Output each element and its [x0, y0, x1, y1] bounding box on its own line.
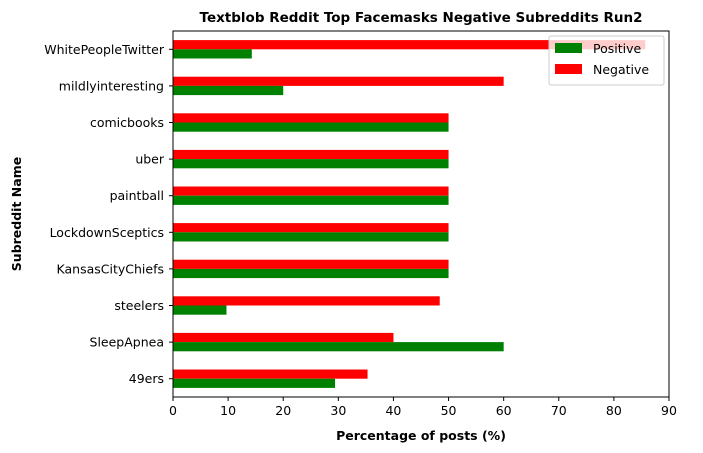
bar-negative-6: [173, 259, 449, 269]
x-tick-label: 20: [275, 403, 291, 418]
legend-label-negative: Negative: [593, 62, 649, 77]
bar-negative-3: [173, 149, 449, 160]
legend-swatch-negative: [555, 64, 582, 74]
x-axis-title: Percentage of posts (%): [336, 428, 506, 443]
x-axis-ticks: 0 10 20 30 40 50 60 70 80 90: [169, 397, 677, 418]
bar-negative-0: [173, 40, 646, 50]
bar-negative-1: [173, 76, 504, 86]
bar-negative-8: [173, 332, 394, 343]
bar-positive-6: [173, 268, 449, 279]
x-tick-label: 90: [661, 403, 677, 418]
bars-group: [173, 40, 646, 388]
bar-positive-0: [173, 49, 252, 59]
y-tick-label: uber: [135, 152, 165, 167]
x-tick-label: 30: [330, 403, 346, 418]
y-tick-label: 49ers: [129, 371, 164, 386]
bar-negative-2: [173, 113, 449, 123]
legend-label-positive: Positive: [593, 41, 641, 56]
legend: Positive Negative: [548, 35, 665, 86]
bar-negative-7: [173, 296, 440, 306]
bar-positive-3: [173, 159, 449, 169]
x-tick-label: 70: [551, 403, 567, 418]
y-tick-label: steelers: [114, 298, 164, 313]
bar-negative-4: [173, 186, 449, 196]
y-tick-label: LockdownSceptics: [50, 225, 164, 240]
x-tick-label: 40: [385, 403, 401, 418]
plot-frame: [172, 30, 670, 398]
bar-positive-8: [173, 342, 504, 352]
bar-positive-1: [173, 85, 284, 96]
bar-negative-5: [173, 223, 449, 233]
bar-positive-5: [173, 232, 449, 242]
y-tick-label: paintball: [110, 188, 164, 203]
y-axis-ticks: WhitePeopleTwitter mildlyinteresting comic…: [44, 42, 173, 386]
x-tick-label: 50: [441, 403, 457, 418]
x-tick-label: 80: [606, 403, 622, 418]
bar-positive-7: [173, 305, 227, 315]
y-tick-label: SleepApnea: [90, 335, 164, 350]
bar-positive-2: [173, 122, 449, 132]
x-tick-label: 10: [220, 403, 236, 418]
y-tick-label: KansasCityChiefs: [57, 261, 164, 276]
y-axis-title: Subreddit Name: [9, 157, 24, 271]
legend-swatch-positive: [555, 43, 582, 53]
bar-negative-9: [173, 369, 368, 379]
y-tick-label: mildlyinteresting: [59, 78, 164, 93]
y-tick-label: WhitePeopleTwitter: [44, 42, 165, 57]
x-tick-label: 0: [169, 403, 177, 418]
chart-title: Textblob Reddit Top Facemasks Negative S…: [200, 10, 643, 26]
x-tick-label: 60: [496, 403, 512, 418]
y-tick-label: comicbooks: [90, 115, 164, 130]
bar-positive-9: [173, 378, 336, 388]
bar-positive-4: [173, 195, 449, 205]
